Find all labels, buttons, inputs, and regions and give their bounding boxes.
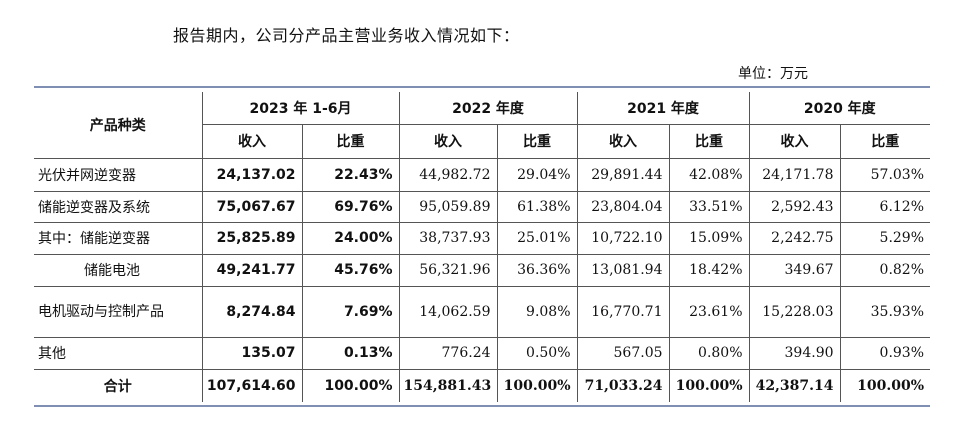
cell-value: 15.09% bbox=[668, 221, 750, 255]
cell-value: 42,387.14 bbox=[748, 368, 841, 402]
header-ratio: 比重 bbox=[301, 123, 400, 159]
cell-value: 9.08% bbox=[496, 285, 578, 338]
cell-value: 10,722.10 bbox=[576, 221, 670, 255]
cell-value: 100.00% bbox=[301, 368, 400, 402]
cell-value: 5.29% bbox=[839, 221, 931, 255]
cell-value: 7.69% bbox=[301, 285, 400, 338]
cell-value: 107,614.60 bbox=[201, 368, 303, 402]
cell-value: 29.04% bbox=[496, 157, 578, 192]
header-period-2021: 2021 年度 bbox=[576, 92, 750, 125]
header-period-2023h1: 2023 年 1-6月 bbox=[201, 92, 400, 125]
row-label: 电机驱动与控制产品 bbox=[34, 285, 203, 338]
table-row: 储能电池 49,241.77 45.76% 56,321.96 36.36% 1… bbox=[34, 253, 931, 287]
cell-value: 57.03% bbox=[839, 157, 931, 192]
cell-value: 2,592.43 bbox=[748, 190, 841, 223]
unit-label: 单位：万元 bbox=[738, 66, 808, 82]
cell-value: 18.42% bbox=[668, 253, 750, 287]
cell-value: 25,825.89 bbox=[201, 221, 303, 255]
cell-value: 24,137.02 bbox=[201, 157, 303, 192]
intro-text: 报告期内，公司分产品主营业务收入情况如下： bbox=[173, 26, 520, 45]
cell-value: 49,241.77 bbox=[201, 253, 303, 287]
cell-value: 42.08% bbox=[668, 157, 750, 192]
header-period-2022: 2022 年度 bbox=[398, 92, 578, 125]
cell-value: 23,804.04 bbox=[576, 190, 670, 223]
table-bottom-rule bbox=[34, 405, 930, 407]
header-period-2020: 2020 年度 bbox=[748, 92, 931, 125]
header-row-periods: 产品种类 2023 年 1-6月 2022 年度 2021 年度 2020 年度 bbox=[34, 92, 931, 159]
header-income: 收入 bbox=[398, 123, 498, 159]
cell-value: 2,242.75 bbox=[748, 221, 841, 255]
cell-value: 95,059.89 bbox=[398, 190, 498, 223]
table-top-rule bbox=[34, 86, 930, 88]
table-row: 储能逆变器及系统 75,067.67 69.76% 95,059.89 61.3… bbox=[34, 190, 931, 223]
cell-value: 61.38% bbox=[496, 190, 578, 223]
cell-value: 394.90 bbox=[748, 336, 841, 370]
cell-value: 75,067.67 bbox=[201, 190, 303, 223]
cell-value: 56,321.96 bbox=[398, 253, 498, 287]
cell-value: 38,737.93 bbox=[398, 221, 498, 255]
cell-value: 69.76% bbox=[301, 190, 400, 223]
cell-value: 0.50% bbox=[496, 336, 578, 370]
header-ratio: 比重 bbox=[839, 123, 931, 159]
cell-value: 14,062.59 bbox=[398, 285, 498, 338]
cell-value: 16,770.71 bbox=[576, 285, 670, 338]
cell-value: 25.01% bbox=[496, 221, 578, 255]
cell-value: 0.93% bbox=[839, 336, 931, 370]
cell-value: 349.67 bbox=[748, 253, 841, 287]
cell-value: 135.07 bbox=[201, 336, 303, 370]
cell-value: 15,228.03 bbox=[748, 285, 841, 338]
row-label: 其中：储能逆变器 bbox=[34, 221, 203, 255]
table-row: 电机驱动与控制产品 8,274.84 7.69% 14,062.59 9.08%… bbox=[34, 285, 931, 338]
cell-value: 776.24 bbox=[398, 336, 498, 370]
row-label-total: 合计 bbox=[34, 368, 203, 402]
header-ratio: 比重 bbox=[496, 123, 578, 159]
cell-value: 24.00% bbox=[301, 221, 400, 255]
cell-value: 23.61% bbox=[668, 285, 750, 338]
cell-value: 8,274.84 bbox=[201, 285, 303, 338]
cell-value: 100.00% bbox=[668, 368, 750, 402]
row-label: 储能逆变器及系统 bbox=[34, 190, 203, 223]
header-income: 收入 bbox=[576, 123, 670, 159]
cell-value: 100.00% bbox=[496, 368, 578, 402]
table-row: 光伏并网逆变器 24,137.02 22.43% 44,982.72 29.04… bbox=[34, 157, 931, 192]
row-label: 储能电池 bbox=[34, 253, 203, 287]
table-row: 其中：储能逆变器 25,825.89 24.00% 38,737.93 25.0… bbox=[34, 221, 931, 255]
table-row: 其他 135.07 0.13% 776.24 0.50% 567.05 0.80… bbox=[34, 336, 931, 370]
header-ratio: 比重 bbox=[668, 123, 750, 159]
cell-value: 33.51% bbox=[668, 190, 750, 223]
header-income: 收入 bbox=[202, 123, 303, 159]
cell-value: 29,891.44 bbox=[576, 157, 670, 192]
cell-value: 45.76% bbox=[301, 253, 400, 287]
cell-value: 6.12% bbox=[839, 190, 931, 223]
total-row: 合计 107,614.60 100.00% 154,881.43 100.00%… bbox=[34, 368, 931, 402]
cell-value: 154,881.43 bbox=[398, 368, 498, 402]
cell-value: 71,033.24 bbox=[576, 368, 670, 402]
revenue-by-product-table: 产品种类 2023 年 1-6月 2022 年度 2021 年度 2020 年度… bbox=[34, 92, 931, 402]
row-label: 光伏并网逆变器 bbox=[34, 157, 203, 192]
cell-value: 24,171.78 bbox=[748, 157, 841, 192]
cell-value: 0.82% bbox=[839, 253, 931, 287]
header-income: 收入 bbox=[748, 123, 841, 159]
row-label: 其他 bbox=[34, 336, 203, 370]
cell-value: 44,982.72 bbox=[398, 157, 498, 192]
cell-value: 13,081.94 bbox=[576, 253, 670, 287]
cell-value: 36.36% bbox=[496, 253, 578, 287]
cell-value: 567.05 bbox=[576, 336, 670, 370]
cell-value: 0.80% bbox=[668, 336, 750, 370]
header-category: 产品种类 bbox=[34, 92, 203, 159]
cell-value: 100.00% bbox=[839, 368, 931, 402]
cell-value: 22.43% bbox=[301, 157, 400, 192]
cell-value: 0.13% bbox=[301, 336, 400, 370]
cell-value: 35.93% bbox=[839, 285, 931, 338]
